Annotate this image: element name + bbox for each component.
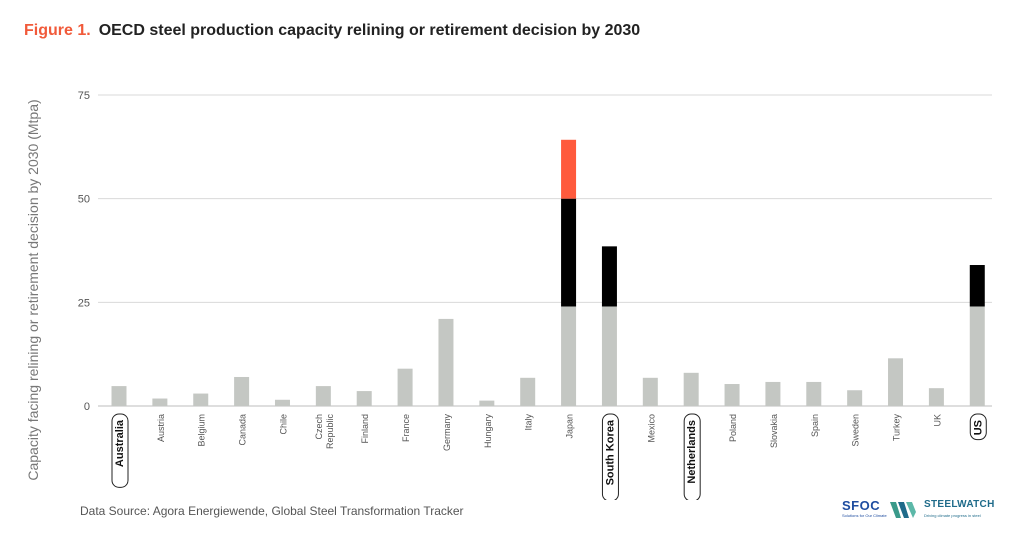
x-tick-label-group: Sweden (851, 414, 861, 447)
sfoc-logo: SFOC (842, 498, 881, 513)
y-tick-label: 75 (78, 90, 90, 102)
logos: SFOC Solutions for Our Climate STEELWATC… (842, 498, 1002, 524)
x-tick-label: South Korea (604, 419, 616, 485)
x-tick-label-group: Japan (565, 414, 575, 439)
bar-chart: 0 25 50 75 Capacity facing relining or retir… (25, 90, 992, 500)
bar-segment (806, 381, 822, 406)
bar-segment (111, 386, 127, 406)
x-tick-label: Spain (810, 414, 820, 437)
bar-segment (928, 388, 944, 406)
x-tick-label: Austria (156, 414, 166, 442)
bar-segment (152, 398, 168, 406)
bar-segment (847, 390, 863, 406)
x-tick-label-group: Slovakia (769, 414, 779, 448)
highlight-outline (601, 413, 619, 500)
x-tick-label: Italy (524, 414, 534, 431)
figure-title: OECD steel production capacity relining … (98, 22, 641, 39)
highlight-outline (969, 413, 987, 441)
x-tick-label-group: Poland (728, 414, 738, 442)
highlight-outline (683, 413, 701, 500)
bar-segment (683, 372, 699, 406)
x-tick-label-group: Netherlands (683, 413, 701, 500)
highlight-outline (111, 413, 129, 488)
bar-segment (274, 399, 290, 406)
y-tick-label: 50 (78, 194, 90, 206)
x-tick-label: Netherlands (686, 420, 698, 484)
x-tick-label-group: Germany (442, 414, 452, 452)
bar-segment (561, 198, 577, 307)
x-tick-label-group: South Korea (601, 413, 619, 500)
x-tick-label-group: Austria (156, 414, 166, 442)
bar-segment (601, 246, 617, 307)
x-tick-label: US (972, 420, 984, 435)
x-tick-label-group: Hungary (483, 414, 493, 449)
x-tick-label-group: France (401, 414, 411, 442)
x-tick-label-group: Mexico (646, 414, 656, 443)
bar-segment (561, 306, 577, 406)
bar-segment (888, 358, 904, 406)
bar-segment (561, 139, 577, 199)
x-tick-label-group: Italy (524, 414, 534, 431)
data-source-note: Data Source: Agora Energiewende, Global … (80, 504, 464, 518)
x-tick-label: Finland (360, 414, 370, 444)
steelwatch-mark-icon (890, 502, 916, 518)
x-tick-label-group: Australia (111, 413, 129, 488)
x-tick-label: Germany (442, 414, 452, 452)
x-tick-label-group: Chile (278, 414, 288, 435)
y-axis-label: Capacity facing relining or retirement d… (25, 99, 41, 480)
x-tick-label: Turkey (892, 414, 902, 442)
bar-segment (969, 306, 985, 406)
chart-title: Figure 1. OECD steel production capacity … (24, 22, 640, 40)
bar-segment (969, 265, 985, 307)
sfoc-tagline: Solutions for Our Climate (842, 513, 887, 518)
y-tick-label: 0 (84, 401, 90, 413)
x-tick-label-group: Canada (238, 414, 248, 446)
bar-segment (479, 400, 495, 406)
bar-segment (438, 318, 454, 406)
bar-segment (601, 306, 617, 406)
steelwatch-logo: STEELWATCH (924, 499, 995, 510)
bar-segment (765, 381, 781, 406)
x-tick-label: Mexico (646, 414, 656, 443)
figure-label: Figure 1. (24, 22, 91, 39)
bar-segment (193, 393, 209, 406)
bar-segment (642, 377, 658, 406)
x-tick-label: Hungary (483, 414, 493, 449)
bar-segment (724, 384, 740, 406)
x-tick-label-group: Turkey (892, 414, 902, 442)
x-tick-label: Chile (278, 414, 288, 435)
x-tick-label-group: Spain (810, 414, 820, 437)
x-tick-label: Republic (325, 414, 335, 450)
x-tick-label-group: UK (932, 414, 942, 427)
bar-segment (315, 386, 331, 406)
x-tick-label: Canada (238, 414, 248, 446)
bar-segment (234, 376, 250, 406)
x-tick-label-group: US (969, 413, 987, 441)
x-tick-label: Poland (728, 414, 738, 442)
x-tick-label: Czech (314, 414, 324, 440)
x-tick-label: Japan (565, 414, 575, 439)
x-tick-label-group: Belgium (197, 414, 207, 447)
x-tick-label: UK (932, 414, 942, 427)
x-tick-label: Slovakia (769, 414, 779, 448)
steelwatch-tagline: Driving climate progress in steel (924, 513, 981, 518)
x-tick-label: Belgium (197, 414, 207, 447)
x-tick-label: Australia (114, 419, 126, 467)
y-tick-label: 25 (78, 297, 90, 309)
x-tick-label: Sweden (851, 414, 861, 447)
bar-segment (397, 368, 413, 406)
bar-segment (520, 377, 536, 406)
x-tick-label: France (401, 414, 411, 442)
bar-segment (356, 391, 372, 406)
x-tick-label-group: Finland (360, 414, 370, 444)
x-tick-label-group: Czech Republic (314, 414, 335, 450)
